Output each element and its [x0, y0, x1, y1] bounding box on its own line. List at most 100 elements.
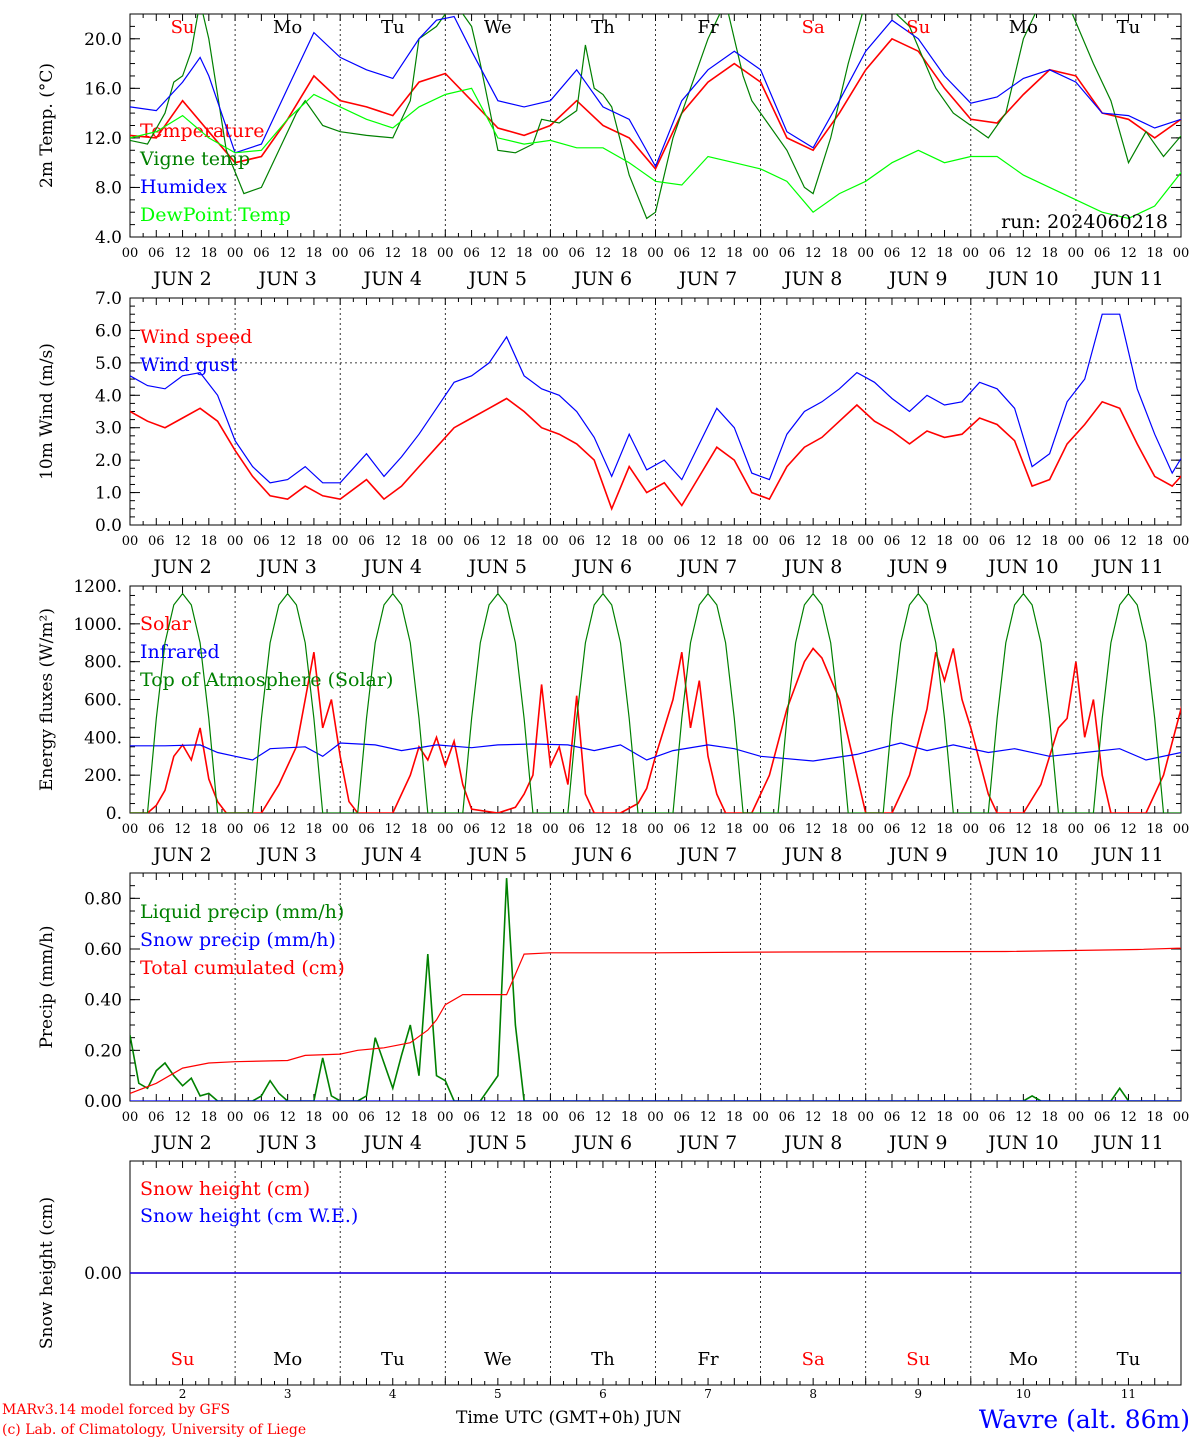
hour-tick-label: 18	[936, 1110, 953, 1125]
date-label: JUN 2	[151, 1132, 211, 1154]
day-number-label: 2	[179, 1387, 187, 1401]
hour-tick-label: 00	[332, 822, 349, 837]
day-number-label: 4	[389, 1387, 397, 1401]
legend-entry: Vigne temp	[139, 148, 250, 170]
series-line-wind-gust	[130, 313, 1181, 484]
hour-tick-label: 12	[805, 1110, 822, 1125]
y-tick-label: 12.0	[84, 129, 122, 149]
hour-tick-label: 00	[857, 246, 874, 261]
hour-tick-label: 06	[148, 534, 165, 549]
hour-tick-label: 06	[1094, 534, 1111, 549]
y-tick-label: 1.0	[95, 484, 122, 504]
legend-entry: Temperature	[140, 120, 264, 142]
hour-tick-label: 18	[201, 1110, 218, 1125]
day-number-label: 9	[914, 1387, 922, 1401]
series-line-total-cumulated-cm-	[130, 947, 1181, 1094]
hour-tick-label: 00	[1173, 534, 1190, 549]
hour-tick-label: 18	[1146, 534, 1163, 549]
hour-tick-label: 06	[779, 1110, 796, 1125]
hour-tick-label: 06	[568, 1110, 585, 1125]
hour-tick-label: 18	[726, 534, 743, 549]
date-label: JUN 4	[362, 268, 422, 290]
hour-tick-label: 00	[857, 1110, 874, 1125]
hour-tick-label: 06	[358, 534, 375, 549]
hour-tick-label: 12	[805, 246, 822, 261]
y-axis-label: Precip (mm/h)	[37, 925, 57, 1048]
hour-tick-label: 12	[1015, 1110, 1032, 1125]
weekday-label: Tu	[1117, 17, 1141, 38]
hour-tick-label: 06	[253, 534, 270, 549]
hour-tick-label: 12	[910, 534, 927, 549]
hour-tick-label: 12	[279, 534, 296, 549]
hour-tick-label: 00	[227, 1110, 244, 1125]
hour-tick-label: 18	[1146, 246, 1163, 261]
date-label: JUN 6	[572, 556, 632, 578]
hour-tick-label: 00	[1068, 246, 1085, 261]
hour-tick-label: 12	[700, 534, 717, 549]
hour-tick-label: 06	[674, 534, 691, 549]
hour-tick-label: 00	[752, 246, 769, 261]
date-label: JUN 4	[362, 556, 422, 578]
hour-tick-label: 06	[779, 246, 796, 261]
hour-tick-label: 06	[358, 822, 375, 837]
hour-tick-label: 12	[1120, 822, 1137, 837]
hour-tick-label: 06	[1094, 822, 1111, 837]
hour-tick-label: 12	[174, 1110, 191, 1125]
series-line-dewpoint-temp	[130, 87, 1181, 220]
hour-tick-label: 00	[647, 534, 664, 549]
date-label: JUN 9	[887, 556, 947, 578]
hour-tick-label: 12	[279, 1110, 296, 1125]
series-line-solar	[130, 647, 1181, 813]
weekday-label: Tu	[381, 17, 405, 38]
hour-tick-label: 18	[306, 822, 323, 837]
y-tick-label: 5.0	[95, 354, 122, 374]
hour-tick-label: 00	[1068, 822, 1085, 837]
series-line-liquid-precip-mm-h-	[130, 878, 1181, 1101]
y-tick-label: 600.	[84, 691, 122, 711]
weekday-label: Mo	[273, 17, 302, 38]
y-axis-label: 2m Temp. (°C)	[37, 63, 57, 188]
hour-tick-label: 00	[1068, 1110, 1085, 1125]
x-axis-label: Time UTC (GMT+0h) JUN	[456, 1408, 682, 1428]
date-label: JUN 10	[986, 556, 1058, 578]
y-tick-label: 16.0	[84, 79, 122, 99]
hour-tick-label: 06	[884, 1110, 901, 1125]
date-label: JUN 5	[467, 268, 527, 290]
y-tick-label: 0.0	[95, 516, 122, 536]
hour-tick-label: 06	[148, 246, 165, 261]
weekday-label: Fr	[698, 17, 719, 38]
run-label: run: 2024060218	[1001, 211, 1168, 233]
legend-entry: Humidex	[140, 176, 227, 198]
series-line-humidex	[130, 15, 1181, 168]
hour-tick-label: 00	[332, 534, 349, 549]
hour-tick-label: 06	[989, 534, 1006, 549]
weekday-label: Mo	[1009, 1349, 1038, 1370]
hour-tick-label: 00	[647, 246, 664, 261]
date-label: JUN 10	[986, 268, 1058, 290]
weekday-label: Su	[906, 17, 930, 38]
hour-tick-label: 12	[384, 822, 401, 837]
hour-tick-label: 00	[122, 246, 139, 261]
legend-entry: Top of Atmosphere (Solar)	[140, 669, 393, 691]
hour-tick-label: 12	[490, 822, 507, 837]
hour-tick-label: 00	[857, 822, 874, 837]
date-label: JUN 5	[467, 556, 527, 578]
hour-tick-label: 06	[253, 822, 270, 837]
date-label: JUN 8	[782, 844, 842, 866]
date-label: JUN 7	[677, 556, 737, 578]
hour-tick-label: 00	[963, 1110, 980, 1125]
hour-tick-label: 12	[910, 822, 927, 837]
hour-tick-label: 00	[227, 822, 244, 837]
date-label: JUN 3	[256, 844, 316, 866]
hour-tick-label: 00	[122, 822, 139, 837]
hour-tick-label: 06	[463, 822, 480, 837]
y-tick-label: 4.0	[95, 228, 122, 248]
hour-tick-label: 00	[752, 1110, 769, 1125]
hour-tick-label: 00	[857, 534, 874, 549]
hour-tick-label: 18	[726, 822, 743, 837]
weekday-label: Th	[591, 17, 615, 38]
date-label: JUN 4	[362, 1132, 422, 1154]
hour-tick-label: 00	[1173, 1110, 1190, 1125]
hour-tick-label: 06	[463, 534, 480, 549]
hour-tick-label: 12	[174, 534, 191, 549]
